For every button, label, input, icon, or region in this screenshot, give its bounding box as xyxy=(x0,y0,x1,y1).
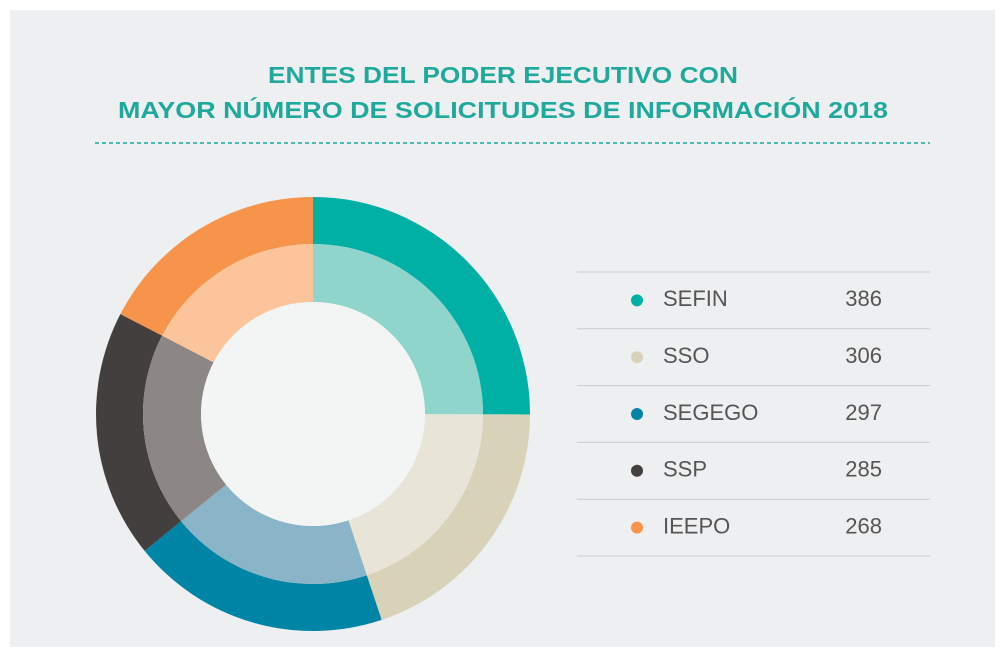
donut-hole xyxy=(201,302,425,526)
legend-label: SEGEGO xyxy=(663,400,758,425)
outer-segment xyxy=(144,521,382,631)
legend-value: 285 xyxy=(845,457,882,482)
outer-segment xyxy=(313,197,530,415)
chart-title: MAYOR NÚMERO DE SOLICITUDES DE INFORMACI… xyxy=(118,96,888,123)
inner-segment xyxy=(142,335,227,522)
inner-segment xyxy=(313,244,483,415)
legend-value: 306 xyxy=(845,343,882,368)
inner-segment xyxy=(348,414,483,576)
legend-dot xyxy=(631,294,643,307)
legend-label: SSO xyxy=(663,343,709,368)
legend-value: 297 xyxy=(845,400,882,425)
legend-dot xyxy=(631,408,643,420)
inner-segment xyxy=(181,484,367,584)
legend-value: 268 xyxy=(845,513,882,538)
legend-label: SSP xyxy=(663,457,707,482)
outer-segment xyxy=(120,197,313,336)
legend-label: SEFIN xyxy=(663,286,728,311)
inner-segment xyxy=(162,244,313,363)
legend-dot xyxy=(631,521,643,534)
chart-title: ENTES DEL PODER EJECUTIVO CON xyxy=(268,62,738,88)
outer-segment xyxy=(366,414,530,620)
legend-value: 386 xyxy=(845,286,882,311)
legend-dot xyxy=(631,351,643,364)
legend-label: IEEPO xyxy=(663,513,730,538)
legend-dot xyxy=(631,464,643,477)
outer-segment xyxy=(96,314,182,551)
